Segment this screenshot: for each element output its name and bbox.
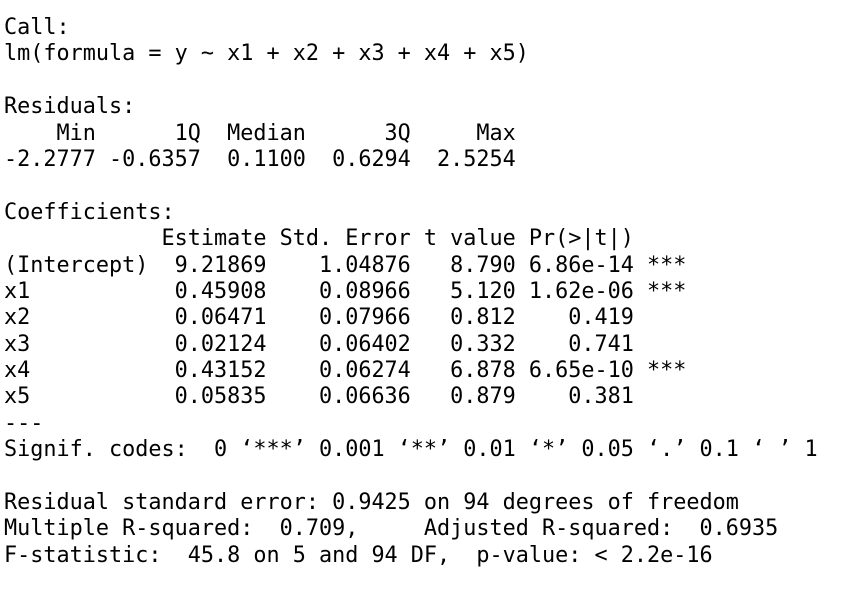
coefficients-label: Coefficients: <box>4 199 175 225</box>
residuals-values: -2.2777 -0.6357 0.1100 0.6294 2.5254 <box>4 146 516 172</box>
r-squared: Multiple R-squared: 0.709, Adjusted R-sq… <box>4 516 779 542</box>
blank-line <box>4 173 854 199</box>
call-formula: lm(formula = y ~ x1 + x2 + x3 + x4 + x5) <box>4 41 529 67</box>
f-statistic: F-statistic: 45.8 on 5 and 94 DF, p-valu… <box>4 542 713 568</box>
coefficient-row: x1 0.45908 0.08966 5.120 1.62e-06 *** <box>4 278 687 304</box>
coefficient-row: (Intercept) 9.21869 1.04876 8.790 6.86e-… <box>4 252 687 278</box>
separator: --- <box>4 410 44 436</box>
coefficient-rows: (Intercept) 9.21869 1.04876 8.790 6.86e-… <box>4 253 854 411</box>
coefficient-row: x2 0.06471 0.07966 0.812 0.419 <box>4 305 634 331</box>
coefficient-row: x4 0.43152 0.06274 6.878 6.65e-10 *** <box>4 358 687 384</box>
coefficient-row: x5 0.05835 0.06636 0.879 0.381 <box>4 384 634 410</box>
blank-line <box>4 464 854 490</box>
residuals-label: Residuals: <box>4 94 136 120</box>
blank-line <box>4 68 854 94</box>
coefficient-row: x3 0.02124 0.06402 0.332 0.741 <box>4 331 634 357</box>
residuals-header: Min 1Q Median 3Q Max <box>4 120 516 146</box>
call-label: Call: <box>4 15 70 40</box>
coefficients-header: Estimate Std. Error t value Pr(>|t|) <box>4 226 634 252</box>
signif-codes: Signif. codes: 0 ‘***’ 0.001 ‘**’ 0.01 ‘… <box>4 437 818 463</box>
residual-se: Residual standard error: 0.9425 on 94 de… <box>4 490 739 516</box>
